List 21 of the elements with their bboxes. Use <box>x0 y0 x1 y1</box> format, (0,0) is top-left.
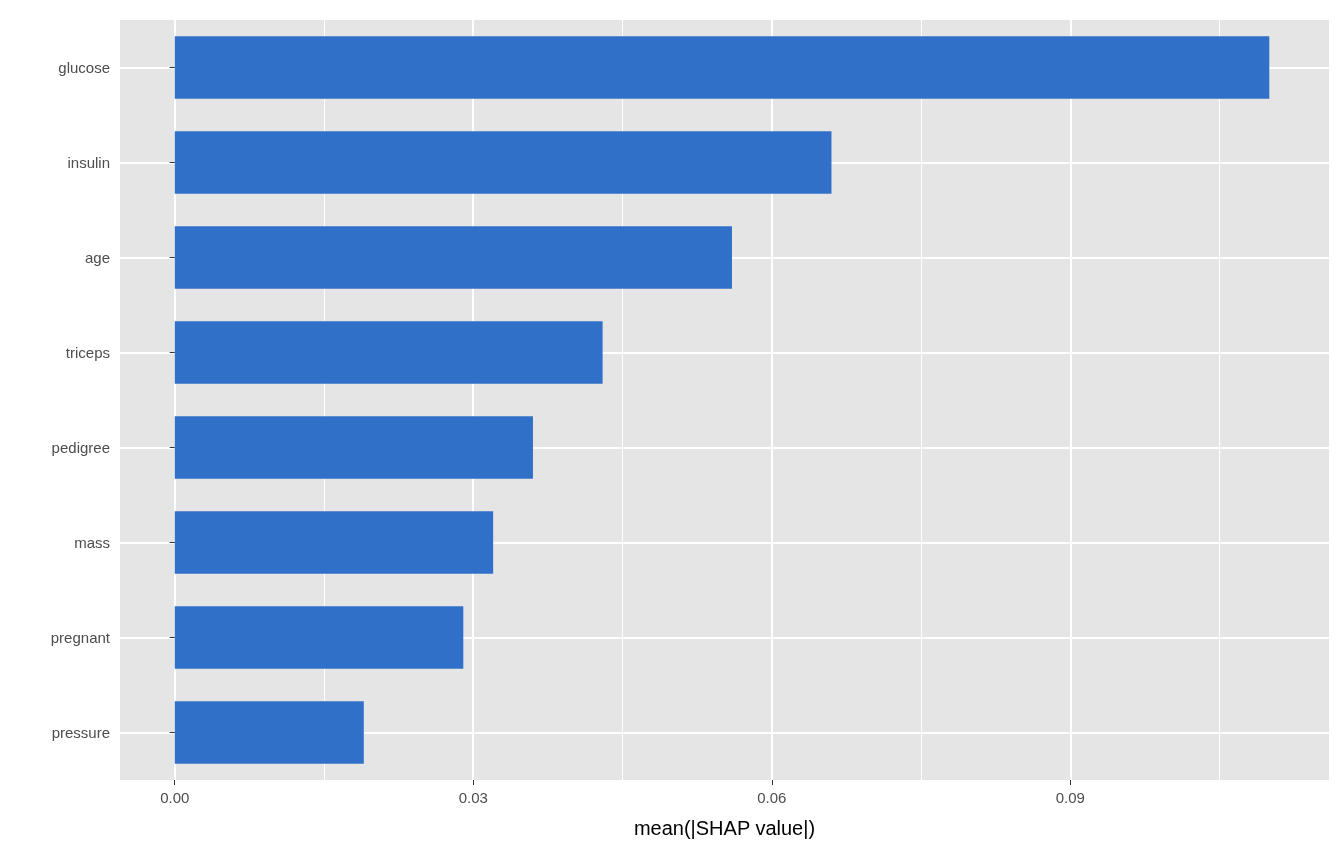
x-axis-title: mean(|SHAP value|) <box>633 817 816 839</box>
bar <box>174 606 464 669</box>
bar <box>174 36 1270 99</box>
y-tick-label: pregnant <box>50 629 111 646</box>
bar <box>174 511 494 574</box>
y-tick-label: insulin <box>67 154 110 171</box>
y-tick-label: triceps <box>65 344 110 361</box>
x-tick-label: 0.00 <box>160 789 190 806</box>
y-tick-label: mass <box>74 534 110 551</box>
bar <box>174 131 832 194</box>
x-tick-label: 0.06 <box>757 789 787 806</box>
y-tick-label: pedigree <box>51 439 110 456</box>
y-tick-label: glucose <box>58 59 110 76</box>
x-tick-label: 0.03 <box>458 789 488 806</box>
bar <box>174 321 603 384</box>
bar <box>174 416 533 479</box>
bar <box>174 226 732 289</box>
y-tick-label: age <box>84 249 110 266</box>
y-tick-label: pressure <box>51 724 110 741</box>
bar <box>174 701 364 764</box>
x-tick-label: 0.09 <box>1055 789 1085 806</box>
